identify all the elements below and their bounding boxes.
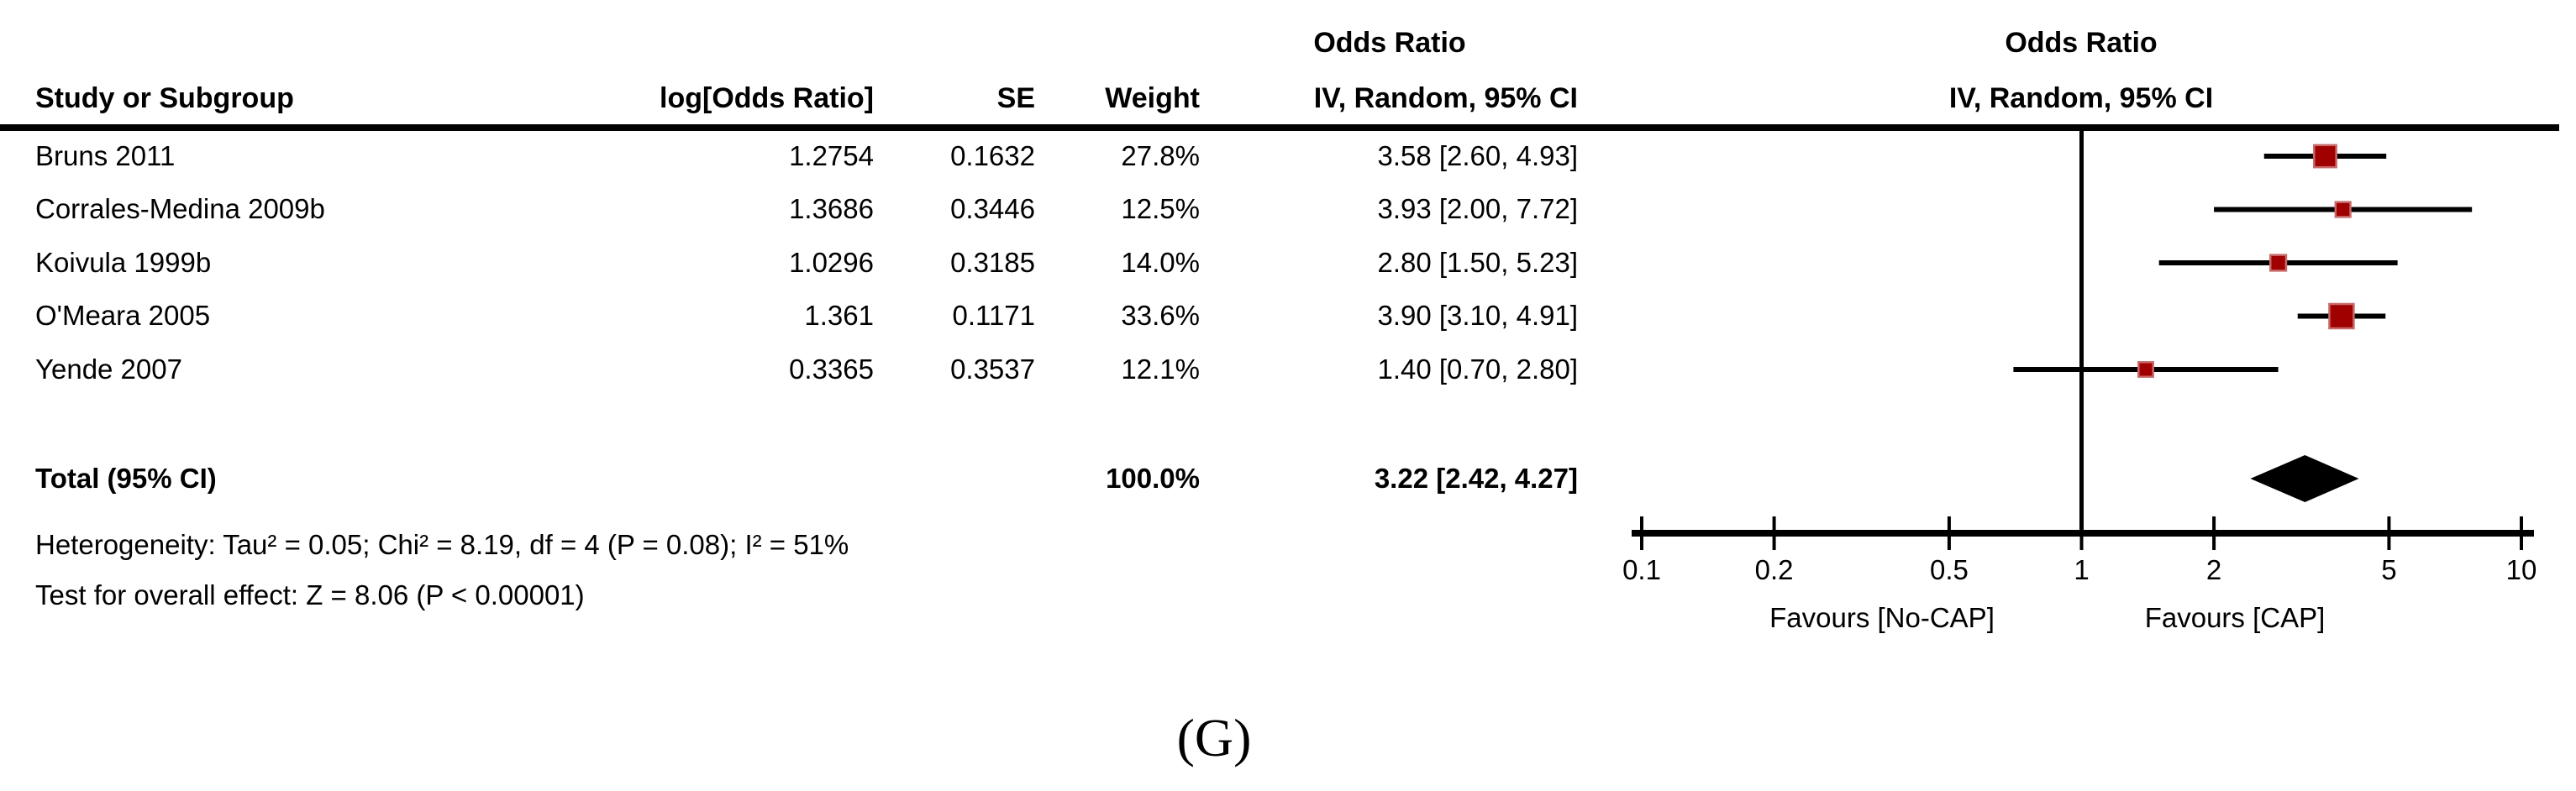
favours-left-label: Favours [No-CAP] [1769,602,1995,633]
se-cell: 0.1632 [950,139,1035,171]
table-row: Bruns 2011 1.2754 0.1632 27.8% 3.58 [2.60, 4… [0,129,2576,183]
table-row: Corrales-Medina 2009b 1.3686 0.3446 12.5% 3.… [0,183,2576,237]
favours-right-label: Favours [CAP] [2145,602,2326,633]
study-name-cell: O'Meara 2005 [35,300,211,332]
or-ci-cell: 2.80 [1.50, 5.23] [1377,246,1578,278]
total-weight: 100.0% [1106,462,1200,494]
total-row: Total (95% CI) 100.0% 3.22 [2.42, 4.27] [0,452,2576,506]
total-diamond [2250,455,2359,502]
weight-cell: 27.8% [1121,139,1200,171]
overall-effect-text: Test for overall effect: Z = 8.06 (P < 0… [35,579,585,610]
column-header-weight: Weight [1105,82,1200,114]
se-cell: 0.3446 [950,193,1035,225]
total-or-ci: 3.22 [2.42, 4.27] [1374,462,1578,494]
axis-tick-label: 2 [2206,554,2221,585]
axis-tick-label: 5 [2381,554,2396,585]
axis-tick-label: 10 [2506,554,2537,585]
se-cell: 0.1171 [952,300,1035,332]
axis-tick-label: 0.2 [1755,554,1794,585]
forest-plot-canvas: 0.1 0.2 0.5 1 2 5 10 Favours [No-CAP] Favours [C… [1622,131,2537,633]
log-odds-ratio-cell: 1.0296 [789,246,874,278]
column-header-log-odds-ratio: log[Odds Ratio] [660,82,874,114]
figure-caption: (G) [1176,708,1252,767]
log-odds-ratio-cell: 1.2754 [789,139,874,171]
effect-square [2334,201,2352,218]
weight-cell: 12.1% [1121,353,1200,385]
table-row: Koivula 1999b 1.0296 0.3185 14.0% 2.80 [1.50… [0,236,2576,290]
column-header-study: Study or Subgroup [35,82,294,114]
header-divider-rule [0,124,2559,131]
se-cell: 0.3537 [950,353,1035,385]
weight-cell: 33.6% [1121,300,1200,332]
plot-column-effect-title: Odds Ratio [2005,27,2158,59]
weight-cell: 14.0% [1121,246,1200,278]
effect-square [2268,254,2288,272]
effect-square [2137,361,2154,378]
total-label: Total (95% CI) [35,462,217,494]
effect-square [2328,302,2355,330]
stat-column-effect-title: Odds Ratio [1313,27,1466,59]
study-name-cell: Bruns 2011 [35,139,176,171]
or-ci-cell: 3.58 [2.60, 4.93] [1377,139,1578,171]
se-cell: 0.3185 [950,246,1035,278]
column-header-se: SE [996,82,1035,114]
effect-square [2313,144,2337,169]
or-ci-cell: 3.90 [3.10, 4.91] [1377,300,1578,332]
column-header-or-ci: IV, Random, 95% CI [1313,82,1578,114]
table-row: Yende 2007 0.3365 0.3537 12.1% 1.40 [0.70, 2… [0,343,2576,396]
log-odds-ratio-cell: 1.3686 [789,193,874,225]
plot-column-or-ci-header: IV, Random, 95% CI [1948,82,2214,114]
heterogeneity-text: Heterogeneity: Tau² = 0.05; Chi² = 8.19,… [35,529,849,560]
axis-tick-label: 1 [2074,554,2089,585]
axis-tick-label: 0.5 [1930,554,1969,585]
study-name-cell: Yende 2007 [35,353,182,385]
study-rows: Bruns 2011 1.2754 0.1632 27.8% 3.58 [2.60, 4… [0,129,2576,396]
study-name-cell: Corrales-Medina 2009b [35,193,325,225]
axis-tick-label: 0.1 [1622,554,1661,585]
weight-cell: 12.5% [1121,193,1200,225]
log-odds-ratio-cell: 1.361 [804,300,874,332]
study-name-cell: Koivula 1999b [35,246,212,278]
or-ci-cell: 3.93 [2.00, 7.72] [1377,193,1578,225]
table-row: O'Meara 2005 1.361 0.1171 33.6% 3.90 [3.10, … [0,290,2576,343]
or-ci-cell: 1.40 [0.70, 2.80] [1377,353,1578,385]
log-odds-ratio-cell: 0.3365 [789,353,874,385]
